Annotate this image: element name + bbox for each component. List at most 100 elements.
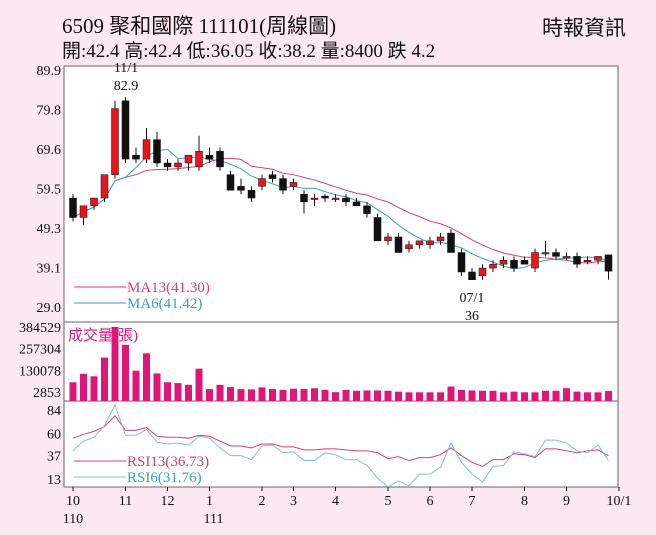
candle-body bbox=[174, 162, 182, 168]
candle-body bbox=[111, 108, 119, 175]
candle-body bbox=[436, 236, 445, 242]
volume-bar bbox=[80, 373, 87, 401]
candle-body bbox=[142, 139, 151, 160]
volume-bar bbox=[500, 392, 507, 401]
volume-bar bbox=[426, 392, 434, 401]
x-tick-label: 2 bbox=[259, 494, 266, 509]
ohlc-summary: 開:42.4 高:42.4 低:36.05 收:38.2 量:8400 跌 4.… bbox=[62, 41, 436, 62]
volume-bar bbox=[584, 392, 591, 401]
volume-bar bbox=[248, 389, 255, 401]
x-tick-label: 10 bbox=[66, 494, 80, 509]
price-tick-label: 59.5 bbox=[37, 182, 62, 197]
candle-body bbox=[394, 236, 403, 253]
candle-body bbox=[90, 197, 98, 207]
chart-title: 6509 聚和國際 111101(周線圖) bbox=[62, 14, 337, 38]
volume-bar bbox=[342, 389, 350, 401]
candle-body bbox=[247, 190, 256, 199]
candle-body bbox=[594, 256, 602, 261]
candle-body bbox=[415, 240, 424, 245]
volume-bar bbox=[395, 391, 402, 401]
volume-tick-label: 257304 bbox=[19, 343, 61, 358]
candle-body bbox=[604, 254, 613, 272]
volume-bar bbox=[122, 344, 129, 401]
volume-bar bbox=[542, 390, 549, 401]
candle-body bbox=[300, 193, 308, 203]
volume-bar bbox=[510, 391, 518, 401]
volume-bar bbox=[101, 357, 108, 401]
candle-body bbox=[352, 201, 361, 207]
candle-body bbox=[426, 240, 434, 245]
candle-body bbox=[321, 195, 329, 199]
source-label: 時報資訊 bbox=[542, 16, 626, 40]
rsi-tick-label: 37 bbox=[47, 450, 61, 465]
x-tick-label: 11 bbox=[119, 494, 132, 509]
candle-body bbox=[363, 205, 371, 214]
candle-body bbox=[552, 252, 560, 257]
volume-bar bbox=[384, 390, 392, 401]
rsi-tick-label: 60 bbox=[47, 427, 61, 442]
candle-body bbox=[184, 154, 193, 164]
volume-bar bbox=[531, 392, 539, 401]
x-tick-label: 5 bbox=[385, 494, 392, 509]
rsi-tick-label: 13 bbox=[47, 473, 61, 488]
volume-bar bbox=[573, 391, 581, 401]
volume-tick-label: 384529 bbox=[19, 321, 61, 336]
volume-bar bbox=[489, 390, 497, 401]
volume-bar bbox=[290, 388, 297, 401]
volume-bar bbox=[111, 327, 119, 401]
high-annotation-date: 11/1 bbox=[114, 61, 138, 76]
candle-body bbox=[562, 256, 571, 259]
volume-tick-label: 130078 bbox=[19, 364, 61, 379]
candle-body bbox=[499, 260, 508, 265]
candle-body bbox=[205, 154, 214, 160]
legend-ma13: MA13(41.30) bbox=[127, 280, 210, 296]
candle-body bbox=[331, 197, 340, 200]
volume-bar bbox=[521, 392, 528, 401]
volume-bar bbox=[563, 388, 570, 401]
x-tick-label: 8 bbox=[521, 494, 528, 509]
volume-bar bbox=[143, 353, 150, 401]
candle-body bbox=[489, 263, 497, 269]
volume-bar bbox=[195, 368, 203, 401]
plot-area bbox=[63, 65, 619, 488]
candle-body bbox=[268, 174, 277, 179]
x-tick-label: 12 bbox=[161, 494, 175, 509]
x-tick-label: 3 bbox=[290, 494, 297, 509]
volume-bar bbox=[164, 382, 171, 401]
price-tick-label: 79.8 bbox=[37, 103, 62, 118]
candle-body bbox=[195, 151, 203, 168]
volume-title: 成交量(張) bbox=[68, 326, 138, 344]
volume-bar bbox=[605, 391, 612, 401]
volume-bar bbox=[69, 382, 77, 401]
candle-body bbox=[405, 244, 413, 249]
volume-bar bbox=[405, 392, 413, 401]
low-annotation-date: 07/1 bbox=[460, 291, 485, 306]
candle-body bbox=[510, 260, 518, 269]
x-tick-label: 4 bbox=[332, 494, 339, 509]
volume-bar bbox=[332, 392, 339, 401]
volume-bar bbox=[132, 370, 140, 401]
candle-body bbox=[121, 100, 130, 160]
volume-bar bbox=[227, 387, 234, 401]
price-tick-label: 89.9 bbox=[37, 64, 62, 79]
legend-rsi6: RSI6(31.76) bbox=[127, 470, 202, 486]
rsi6-line bbox=[72, 403, 609, 488]
candle-body bbox=[583, 260, 592, 263]
volume-bar bbox=[552, 390, 560, 401]
ma13-line bbox=[72, 157, 609, 264]
year-label: 110 bbox=[63, 512, 83, 527]
candle-body bbox=[342, 197, 350, 203]
candle-body bbox=[447, 232, 455, 253]
volume-bar bbox=[153, 373, 161, 401]
volume-bar bbox=[90, 376, 98, 401]
candle-body bbox=[237, 186, 245, 191]
candle-body bbox=[79, 205, 88, 218]
candle-body bbox=[100, 174, 109, 199]
candle-body bbox=[258, 178, 266, 187]
volume-tick-label: 2853 bbox=[33, 386, 61, 401]
ma6-line bbox=[72, 148, 609, 270]
legend-ma6: MA6(41.42) bbox=[127, 296, 202, 312]
volume-bar bbox=[216, 384, 224, 401]
volume-bar bbox=[258, 387, 266, 401]
candle-body bbox=[541, 252, 550, 255]
